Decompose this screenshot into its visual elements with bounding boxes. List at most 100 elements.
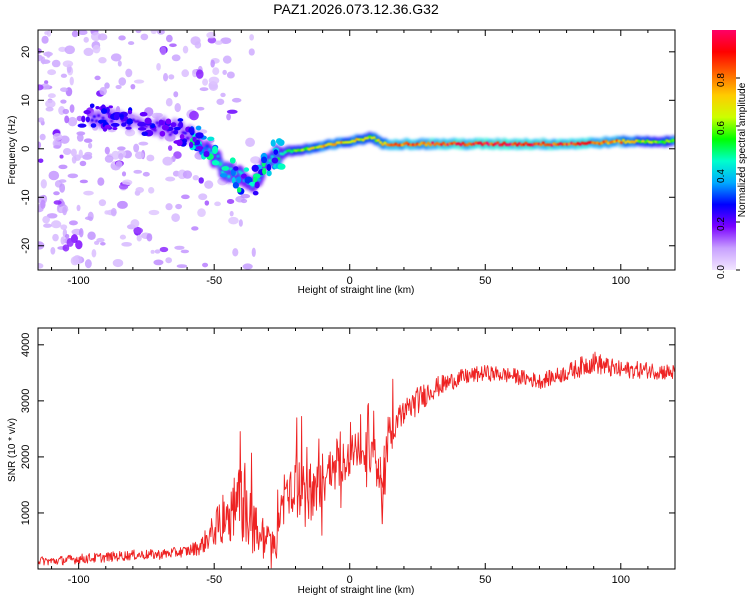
noise-blob [92,44,101,54]
noise-blob [38,158,44,163]
spectrogram-y-ticks: -20 -10 0 10 20 [20,46,675,254]
ridge-knot [178,121,184,129]
ridge-knot [85,116,90,123]
noise-blob [46,213,58,219]
spectrogram-background [38,30,675,270]
ridge-knot [231,176,236,184]
noise-blob [91,249,97,258]
ridge-knot [165,118,172,125]
ridge-peak [441,141,446,145]
ridge-peak [632,140,636,144]
noise-blob [58,164,68,170]
noise-blob [104,155,114,163]
colorbar-tick-label: 0.2 [716,217,727,231]
noise-blob [97,33,108,41]
noise-blob [40,179,47,189]
noise-blob [52,233,59,242]
x-tick-label: 0 [347,574,353,586]
ridge-knot [137,127,147,131]
noise-blob [104,82,110,89]
noise-blob [115,161,123,168]
y-tick-label: 20 [20,46,32,58]
ridge-knot [112,126,118,131]
ridge-peak [97,114,101,118]
noise-blob [226,109,238,114]
noise-blob [226,113,231,121]
ridge-knot [126,118,133,125]
y-tick-label: 2000 [20,445,32,469]
noise-blob [148,209,160,216]
noise-blob [97,177,105,186]
y-tick-label: -10 [20,189,32,205]
noise-blob [100,241,106,246]
noise-blob [182,45,189,54]
noise-blob [47,93,56,99]
ridge-knot [270,139,276,147]
noise-blob [64,45,75,55]
noise-blob [119,234,127,240]
noise-blob [66,237,74,247]
noise-blob [163,73,169,82]
ridge-knot [81,115,86,123]
noise-blob [250,156,261,164]
noise-blob [84,151,93,157]
y-tick-label: 3000 [20,389,32,413]
noise-blob [196,106,205,111]
spectrogram-x-ticks: -100 -50 0 50 100 [51,30,676,287]
x-tick-label: -100 [68,275,90,287]
noise-blob [50,246,56,255]
snr-x-ticks: -100 -50 0 50 100 [51,328,676,586]
ridge-knot [233,166,239,171]
noise-blob [38,117,45,123]
ridge-peak [110,119,114,123]
ridge-peak [381,143,385,146]
noise-blob [121,179,133,186]
noise-blob [94,240,100,245]
noise-blob [68,220,78,226]
noise-blob [136,234,142,242]
ridge-knot [89,103,95,109]
noise-blob [45,106,54,112]
ridge-peak [383,141,387,145]
noise-blob [84,259,92,269]
ridge-peak [101,116,105,120]
noise-blob [238,219,243,227]
ridge-knot [159,130,166,137]
x-tick-label: 50 [479,275,491,287]
noise-blob [204,200,210,206]
ridge-knot [137,121,147,127]
noise-blob [75,240,83,250]
x-tick-label: 100 [612,275,630,287]
ridge-peak [186,136,190,140]
x-tick-label: 50 [479,574,491,586]
ridge-peak [361,138,365,142]
snr-line [38,351,675,569]
noise-blob [175,203,183,210]
noise-blob [60,87,68,92]
noise-blob [135,186,145,193]
y-tick-label: 0 [20,146,32,152]
ridge-knot [110,122,120,127]
colorbar-ticks: 0.0 0.2 0.4 0.6 0.8 [716,73,740,279]
noise-blob [176,264,188,269]
noise-blob [146,233,153,242]
noise-blob [78,227,84,238]
noise-blob [167,145,173,151]
noise-blob [67,173,79,179]
ridge-peak [216,154,220,158]
ridge-knot [261,156,268,164]
noise-blob [87,142,93,149]
ridge-peak [478,141,482,145]
ridge-knot [176,139,183,147]
ridge-peak [461,141,465,145]
noise-blob [98,199,107,207]
x-tick-label: 100 [612,574,630,586]
y-tick-label: -20 [20,238,32,254]
ridge-knot [77,123,87,128]
ridge-knot [252,176,258,183]
ridge-peak [218,162,222,166]
snr-x-axis-label: Height of straight line (km) [298,585,415,596]
noise-blob [165,257,172,264]
noise-blob [133,79,145,84]
